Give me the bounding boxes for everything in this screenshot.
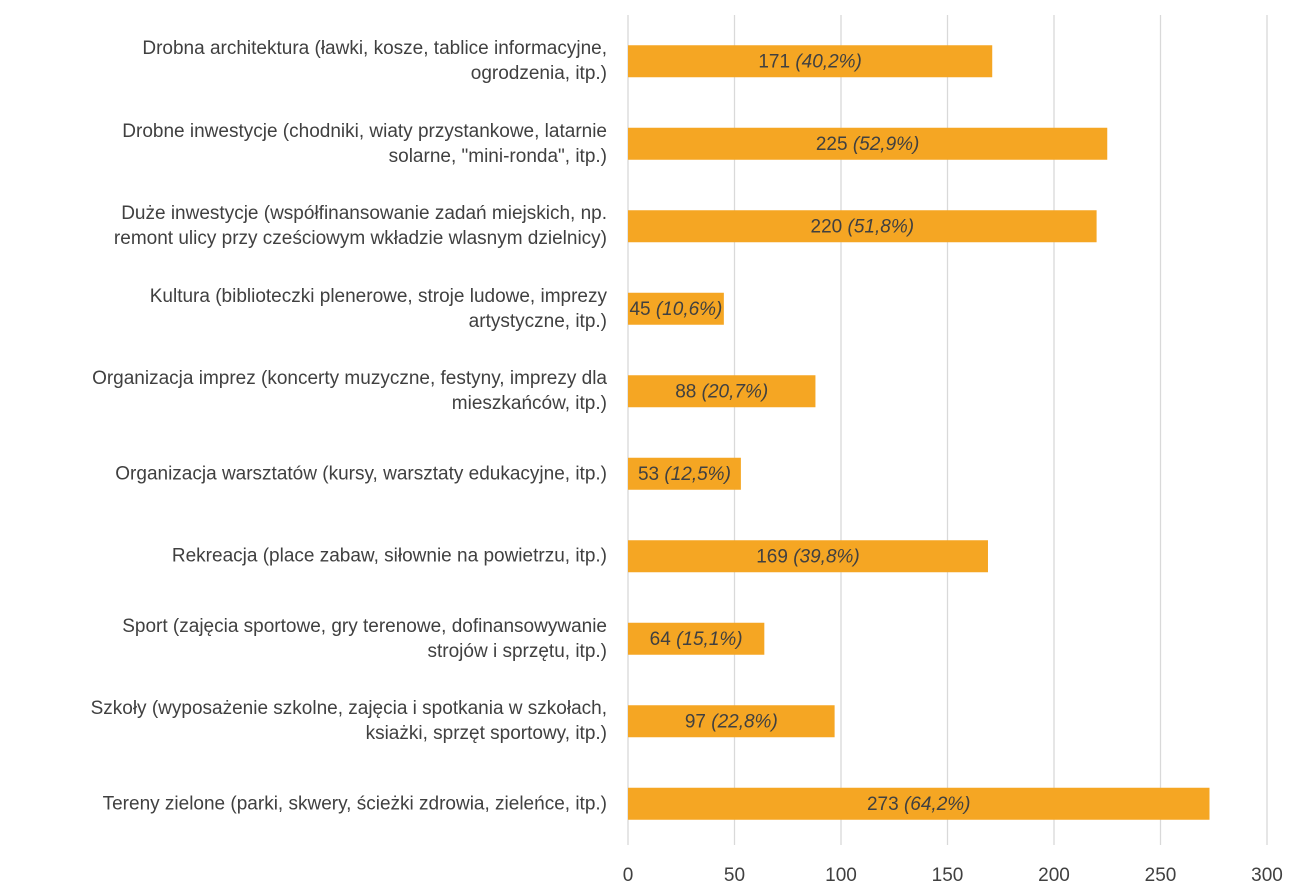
x-tick-label: 300 xyxy=(1251,865,1283,886)
data-label-value: 53 xyxy=(638,464,659,485)
data-label: 273 (64,2%) xyxy=(867,794,971,815)
data-label-value: 169 xyxy=(756,546,788,567)
data-label: 171 (40,2%) xyxy=(758,51,862,72)
data-label-percent: (20,7%) xyxy=(702,381,769,402)
x-tick-label: 250 xyxy=(1145,865,1177,886)
bar xyxy=(628,787,1210,820)
data-label-value: 45 xyxy=(629,299,650,320)
category-label: Duże inwestycje (współfinansowanie zadań… xyxy=(113,203,607,250)
bar xyxy=(628,705,835,738)
bar xyxy=(628,45,993,78)
data-label: 225 (52,9%) xyxy=(816,134,920,155)
category-label: Rekreacja (place zabaw, siłownie na powi… xyxy=(171,545,607,567)
data-label-percent: (51,8%) xyxy=(848,216,915,237)
data-label-percent: (39,8%) xyxy=(793,546,860,567)
x-tick-label: 150 xyxy=(932,865,964,886)
data-label-percent: (64,2%) xyxy=(904,794,971,815)
bar xyxy=(628,622,765,655)
data-label-percent: (10,6%) xyxy=(656,299,723,320)
data-label-percent: (15,1%) xyxy=(676,629,743,650)
data-label-value: 97 xyxy=(685,711,706,732)
category-label: Organizacja imprez (koncerty muzyczne, f… xyxy=(92,368,607,415)
data-label-value: 225 xyxy=(816,134,848,155)
x-tick-label: 50 xyxy=(724,865,745,886)
category-label: Drobne inwestycje (chodniki, wiaty przys… xyxy=(122,120,607,167)
bar xyxy=(628,127,1108,160)
data-label: 169 (39,8%) xyxy=(756,546,860,567)
bar xyxy=(628,457,741,490)
data-label-percent: (12,5%) xyxy=(664,464,731,485)
data-label-value: 220 xyxy=(811,216,843,237)
category-label: Tereny zielone (parki, skwery, ścieżki z… xyxy=(102,793,607,815)
data-label: 53 (12,5%) xyxy=(638,464,731,485)
x-tick-label: 0 xyxy=(623,865,634,886)
data-label-percent: (40,2%) xyxy=(795,51,862,72)
data-label-value: 171 xyxy=(758,51,790,72)
bar xyxy=(628,540,988,573)
x-tick-label: 100 xyxy=(825,865,857,886)
bar xyxy=(628,210,1097,243)
data-label: 64 (15,1%) xyxy=(650,629,743,650)
category-label: Szkoły (wyposażenie szkolne, zajęcia i s… xyxy=(90,698,607,745)
data-label-percent: (22,8%) xyxy=(711,711,778,732)
data-label: 220 (51,8%) xyxy=(811,216,915,237)
data-label-value: 273 xyxy=(867,794,899,815)
data-label: 97 (22,8%) xyxy=(685,711,778,732)
bar xyxy=(628,292,724,325)
category-label: Drobna architektura (ławki, kosze, tabli… xyxy=(142,38,607,85)
data-label: 45 (10,6%) xyxy=(629,299,722,320)
category-label: Sport (zajęcia sportowe, gry terenowe, d… xyxy=(122,615,607,662)
data-label-value: 64 xyxy=(650,629,672,650)
x-tick-label: 200 xyxy=(1038,865,1070,886)
category-label: Organizacja warsztatów (kursy, warsztaty… xyxy=(115,463,607,485)
data-label-value: 88 xyxy=(675,381,696,402)
data-label-percent: (52,9%) xyxy=(853,134,920,155)
bar xyxy=(628,375,816,408)
data-label: 88 (20,7%) xyxy=(675,381,768,402)
category-label: Kultura (biblioteczki plenerowe, stroje … xyxy=(149,285,607,332)
